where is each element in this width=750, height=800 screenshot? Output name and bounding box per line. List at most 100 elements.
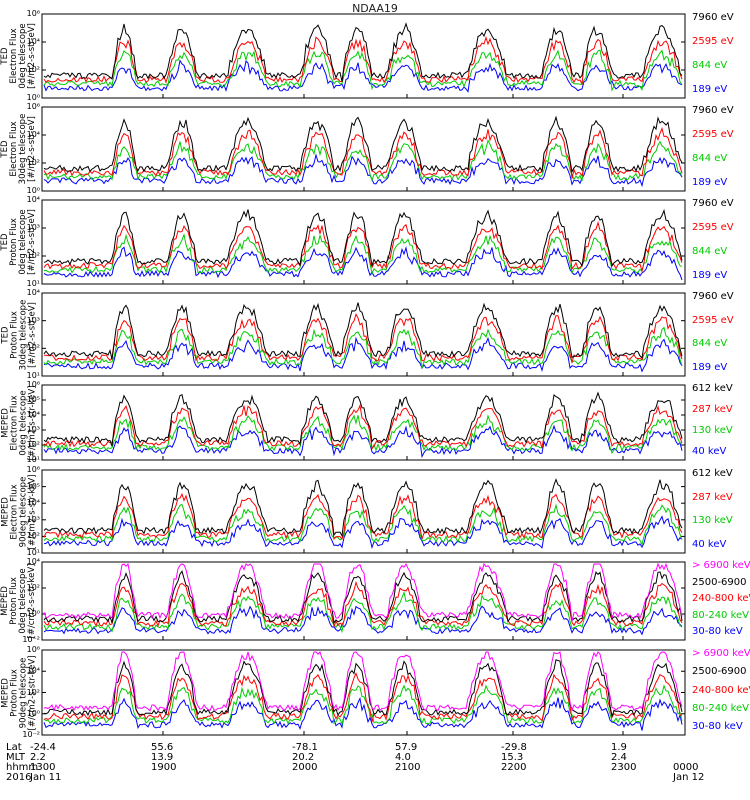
series-line	[43, 672, 683, 723]
y-tick-label: 10²	[26, 531, 40, 541]
series-line	[43, 115, 683, 174]
series-line	[43, 414, 682, 455]
y-tick-label: 10¹	[26, 455, 40, 464]
ephemeris-value: Jan 11	[30, 772, 62, 783]
ephemeris-value: 4.0	[395, 752, 411, 763]
legend-entry: 189 eV	[692, 177, 728, 188]
legend-entry: 240-800 keV	[692, 684, 750, 696]
y-tick-label: 10⁵	[26, 481, 40, 491]
series-line	[43, 336, 683, 373]
legend-entry: 844 eV	[692, 153, 728, 164]
y-axis-label-line: [#/m2-s-str-eV]	[27, 23, 37, 89]
series-line	[43, 49, 683, 92]
series-line	[43, 208, 683, 268]
series-line	[43, 659, 683, 717]
y-tick-label: 10²	[26, 158, 40, 167]
series-line	[43, 580, 683, 628]
y-tick-label: 10⁴	[26, 557, 40, 566]
ephemeris-value: 2200	[501, 762, 527, 773]
y-tick-label: 10²	[26, 687, 40, 697]
series-line	[43, 59, 683, 93]
y-axis-label: MEPED Proton Flux 0deg telescope [#/cm2-s-s…	[0, 562, 41, 640]
legend-entry: 80-240 keV	[692, 702, 750, 714]
series-line	[43, 478, 683, 538]
legend-entry: 189 eV	[692, 270, 728, 281]
legend-entry: 189 eV	[692, 84, 728, 95]
panel-frame	[41, 384, 686, 461]
series-line	[43, 403, 683, 450]
ephemeris-value: 15.3	[501, 752, 524, 763]
ephemeris-value: 2.4	[611, 752, 627, 763]
legend-entry: > 6900 keV	[692, 648, 750, 659]
panel-frame	[41, 199, 686, 285]
legend-entry: 189 eV	[692, 362, 728, 373]
y-tick-label: 10⁰	[26, 609, 40, 618]
y-tick-label: 10⁴	[26, 130, 40, 139]
ephemeris-value: 1300	[30, 762, 56, 773]
y-tick-label: 10²	[26, 65, 40, 74]
series-line	[43, 220, 683, 273]
y-axis-label-line: [#/cm2-s-str-keV]	[27, 563, 37, 639]
y-tick-label: 10⁰	[26, 186, 40, 195]
legend-entry: 40 keV	[692, 446, 727, 457]
legend-entry: 844 eV	[692, 338, 728, 350]
y-tick-label: 10²	[26, 583, 40, 592]
y-tick-label: 10⁻²	[22, 635, 40, 644]
y-tick-label: 10¹	[26, 279, 40, 288]
ephemeris-value: 2100	[395, 762, 421, 773]
ephemeris-value: -78.1	[292, 742, 318, 753]
y-axis-label-line: [#/cm2-s-str-keV]	[27, 655, 37, 730]
ephemeris-value: 55.6	[151, 742, 174, 753]
chart-title: NDAA19	[352, 2, 398, 15]
series-line	[43, 126, 683, 179]
ephemeris-row-label: MLT	[6, 752, 25, 763]
y-tick-label: 10⁴	[26, 195, 40, 204]
y-axis-label: TED Proton Flux 0deg telescope [#/m2-s-str-…	[0, 200, 41, 284]
y-tick-label: 10³	[26, 223, 40, 232]
series-line	[43, 651, 683, 712]
y-axis-label: TED Electron Flux 30deg telescope [#/m2-s-s…	[0, 107, 41, 191]
y-tick-label: 10¹	[26, 371, 40, 380]
y-axis-label: MEPED Electron Flux 0deg telescope [#/cm2-s…	[0, 385, 41, 460]
y-tick-label: 10⁴	[26, 288, 40, 297]
ephemeris-value: 20.2	[292, 752, 315, 763]
y-tick-label: 10⁵	[26, 395, 40, 404]
series-line	[43, 696, 683, 731]
y-tick-label: 10⁴	[26, 410, 40, 419]
ephemeris-value: -29.8	[501, 742, 527, 753]
series-line	[43, 22, 683, 82]
y-tick-label: 10⁴	[26, 498, 40, 508]
legend-entry: 2595 eV	[692, 314, 734, 326]
series-line	[43, 245, 683, 281]
legend-entry: 40 keV	[692, 539, 727, 550]
legend-entry: 7960 eV	[692, 12, 734, 23]
panel-frame	[41, 292, 686, 377]
y-axis-label-line: [#/m2-s-str-eV]	[27, 209, 37, 275]
series-line	[43, 492, 683, 541]
panel-frame	[41, 13, 686, 99]
ephemeris-row-label: hhmm	[6, 762, 39, 773]
y-axis-label: MEPED Proton Flux 90deg telescope [#/cm2-s-…	[0, 650, 41, 735]
series-line	[43, 684, 683, 726]
y-tick-label: 10⁶	[26, 465, 40, 474]
legend-entry: 7960 eV	[692, 198, 734, 209]
y-axis-label-line: [#/cm2-s-str-keV]	[27, 385, 37, 460]
y-tick-label: 10⁶	[26, 102, 40, 111]
y-tick-label: 10³	[26, 315, 40, 325]
legend-entry: 240-800 keV	[692, 593, 750, 604]
series-line	[43, 570, 683, 625]
ephemeris-row-label: 2016	[6, 772, 32, 783]
legend-entry: 287 keV	[692, 404, 733, 415]
legend-entry: 844 eV	[692, 60, 728, 71]
legend-entry: 80-240 keV	[692, 609, 750, 621]
legend-entry: 130 keV	[692, 515, 733, 527]
y-axis-label: TED Electron Flux 0deg telescope [#/m2-s-st…	[0, 14, 41, 98]
y-tick-label: 10²	[26, 440, 40, 449]
ephemeris-value: 2000	[292, 762, 318, 773]
panel-frame	[41, 469, 686, 554]
legend-entry: 7960 eV	[692, 291, 734, 302]
series-line	[43, 139, 683, 182]
y-tick-label: 10⁴	[26, 37, 40, 46]
